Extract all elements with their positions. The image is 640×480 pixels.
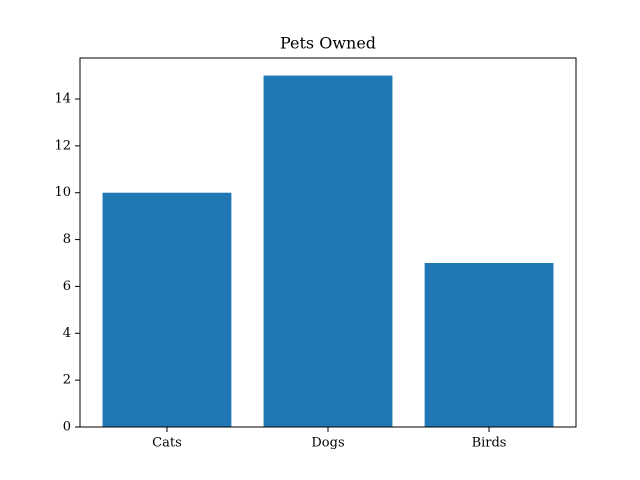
bar xyxy=(424,263,554,427)
y-tick-label: 6 xyxy=(63,279,71,294)
y-tick-label: 2 xyxy=(63,373,71,388)
plot-frame xyxy=(79,57,577,428)
y-tick-label: 8 xyxy=(63,232,71,247)
y-tick-label: 12 xyxy=(54,138,71,153)
x-tick-label: Birds xyxy=(472,436,507,451)
y-tick-label: 0 xyxy=(63,420,71,435)
bar xyxy=(263,75,393,428)
y-tick-label: 14 xyxy=(54,92,71,107)
y-tick-label: 10 xyxy=(54,185,71,200)
x-tick-label: Cats xyxy=(152,436,182,451)
y-tick-label: 4 xyxy=(63,326,71,341)
x-tick-label: Dogs xyxy=(311,436,344,451)
bar xyxy=(102,192,232,427)
chart-title: Pets Owned xyxy=(280,34,376,53)
